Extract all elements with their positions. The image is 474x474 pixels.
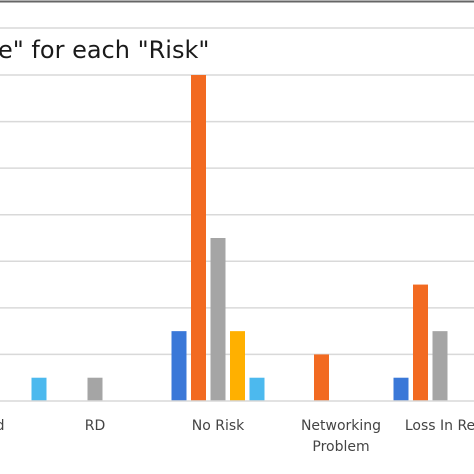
bar [31,377,47,401]
bars [31,75,448,401]
bar [210,238,226,401]
bar [87,377,103,401]
bar [230,331,245,401]
bar [191,75,206,401]
category-label: No Risk [192,418,245,434]
bar [249,377,265,401]
bar [393,377,409,401]
category-label: Networking Problem [301,418,381,455]
category-label: Loss In Re [405,418,474,434]
bar [413,284,428,401]
chart-title: e" for each "Risk" [0,36,209,64]
bar [432,331,448,401]
bar [171,331,187,401]
category-label: d [0,418,4,434]
category-label: RD [85,418,106,434]
gridlines [0,27,474,356]
bar [314,354,329,401]
